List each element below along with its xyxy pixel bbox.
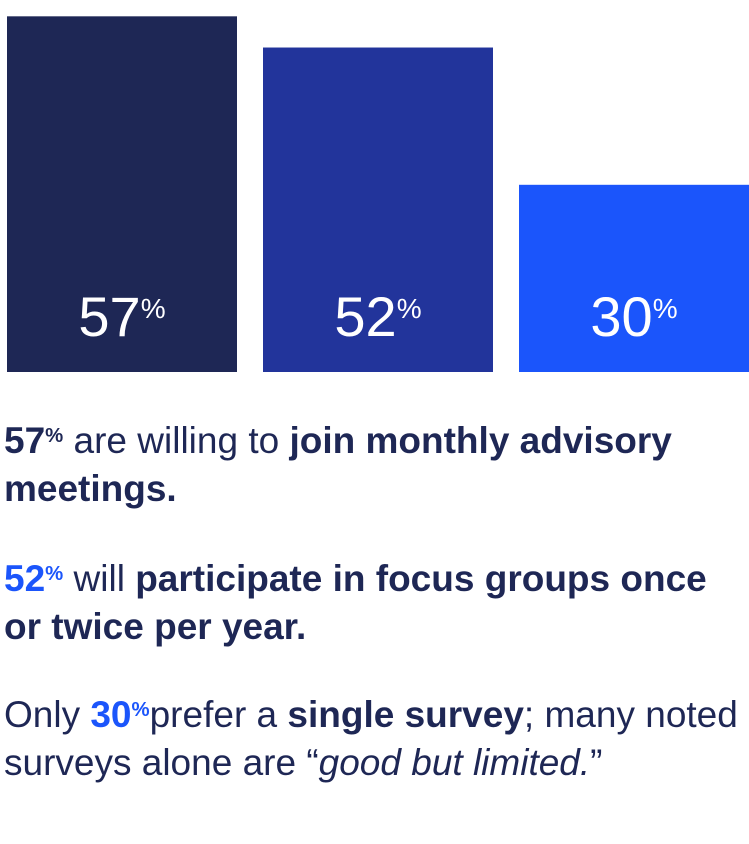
stat-focus-groups: 52% will participate in focus groups onc… [4,550,749,651]
stat-survey-percent: 30% [90,694,150,736]
bar-value-label-3: 30% [590,285,677,348]
stat-focus-highlight: participate in focus groups once or twic… [4,558,707,648]
stat-focus-text: will [63,558,136,600]
stat-survey-quote: good but limited. [318,742,591,784]
stat-survey-highlight: single survey [287,694,524,736]
stat-monthly-percent: 57% [4,420,64,462]
bar-chart: 57% 52% 30% [7,16,749,373]
stat-focus-percent: 52% [4,558,64,600]
stat-monthly-highlight: join monthly advisory meetings. [4,420,672,510]
bar-2 [263,47,493,373]
stat-survey-text-1: prefer a [149,694,288,736]
bar-value-label-1: 57% [78,285,165,348]
stat-monthly-text: are willing to [63,420,290,462]
stat-monthly-meetings: 57% are willing to join monthly advisory… [4,412,749,513]
stat-single-survey: Only 30%prefer a single survey; many not… [4,686,749,787]
stat-survey-lead: Only [4,694,91,736]
bar-value-label-2: 52% [334,285,421,348]
bar-3 [519,184,749,372]
bar-1 [7,16,237,372]
stat-survey-text-2: ; many noted surveys alone are “ [4,694,738,784]
stat-survey-quote-end: ” [590,742,603,784]
